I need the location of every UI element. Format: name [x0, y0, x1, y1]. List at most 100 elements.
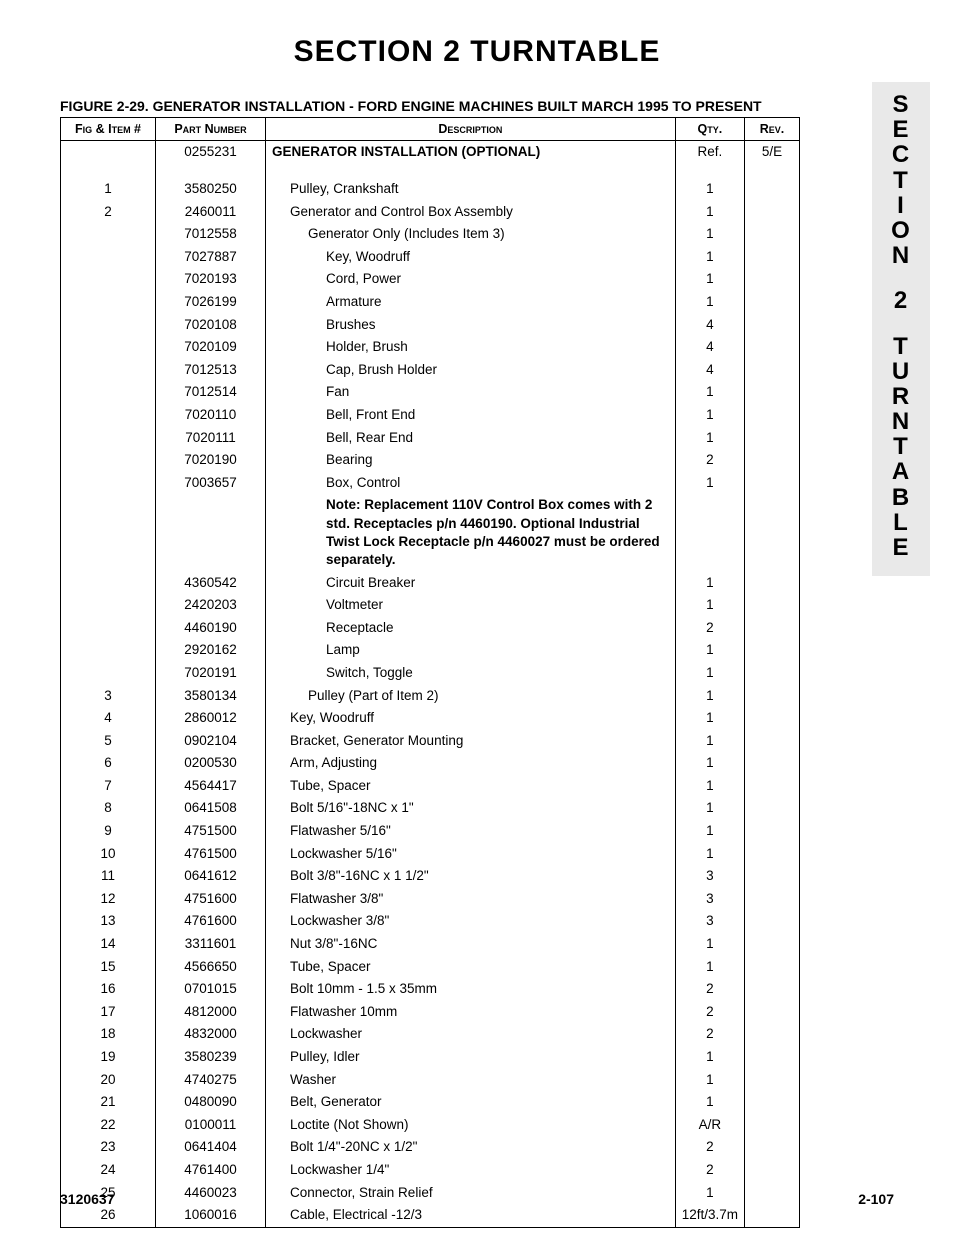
side-tab: SECTION 2 TURNTABLE: [872, 82, 930, 576]
table-cell: 5: [61, 730, 156, 753]
table-cell: 3580134: [156, 684, 266, 707]
table-row: 2920162Lamp1: [61, 639, 800, 662]
table-row: 13580250Pulley, Crankshaft1: [61, 178, 800, 201]
table-cell: Bolt 1/4"-20NC x 1/2": [266, 1136, 676, 1159]
table-cell: [745, 1023, 800, 1046]
table-cell: 7020193: [156, 268, 266, 291]
table-cell: 13: [61, 910, 156, 933]
table-cell: [745, 797, 800, 820]
table-cell: 1: [675, 775, 744, 798]
table-cell: [745, 865, 800, 888]
table-cell: 1: [675, 955, 744, 978]
table-cell: 7: [61, 775, 156, 798]
table-cell: 10: [61, 842, 156, 865]
table-row: 7020191Switch, Toggle1: [61, 662, 800, 685]
table-cell: Bolt 3/8"-16NC x 1 1/2": [266, 865, 676, 888]
table-cell: 1: [675, 404, 744, 427]
table-cell: Holder, Brush: [266, 336, 676, 359]
table-header-row: Fig & Item # Part Number Description Qty…: [61, 118, 800, 141]
table-cell: 3311601: [156, 933, 266, 956]
table-cell: [745, 336, 800, 359]
parts-table: Fig & Item # Part Number Description Qty…: [60, 117, 800, 1227]
table-row: 74564417Tube, Spacer1: [61, 775, 800, 798]
table-cell: 0902104: [156, 730, 266, 753]
table-cell: [61, 404, 156, 427]
table-cell: [61, 359, 156, 382]
table-cell: 2: [675, 1136, 744, 1159]
table-cell: Pulley, Crankshaft: [266, 178, 676, 201]
table-cell: Lamp: [266, 639, 676, 662]
table-cell: Voltmeter: [266, 594, 676, 617]
table-row: 110641612Bolt 3/8"-16NC x 1 1/2"3: [61, 865, 800, 888]
table-cell: Tube, Spacer: [266, 955, 676, 978]
page: SECTION 2 TURNTABLE FIGURE 2-29. GENERAT…: [0, 0, 954, 1235]
table-cell: [745, 426, 800, 449]
table-cell: Bearing: [266, 449, 676, 472]
table-cell: 7012514: [156, 381, 266, 404]
table-cell: [745, 820, 800, 843]
table-row: 210480090Belt, Generator1: [61, 1091, 800, 1114]
table-cell: [61, 594, 156, 617]
table-cell: 0641508: [156, 797, 266, 820]
content-row: FIGURE 2-29. GENERATOR INSTALLATION - FO…: [60, 97, 894, 1228]
table-cell: 4751600: [156, 888, 266, 911]
table-cell: 3: [675, 888, 744, 911]
table-cell: [745, 246, 800, 269]
table-row: 60200530Arm, Adjusting1: [61, 752, 800, 775]
table-cell: Armature: [266, 291, 676, 314]
table-cell: 3: [675, 865, 744, 888]
table-cell: Generator Only (Includes Item 3): [266, 223, 676, 246]
table-row: 7020108Brushes4: [61, 313, 800, 336]
table-cell: [745, 594, 800, 617]
table-cell: [745, 381, 800, 404]
table-cell: 2: [675, 1001, 744, 1024]
table-row: 7020109Holder, Brush4: [61, 336, 800, 359]
side-tab-word-1: SECTION: [872, 92, 930, 268]
table-row: 4460190Receptacle2: [61, 617, 800, 640]
table-row: 193580239Pulley, Idler1: [61, 1046, 800, 1069]
table-cell: 7020191: [156, 662, 266, 685]
table-cell: 1: [675, 1091, 744, 1114]
table-cell: [745, 707, 800, 730]
table-cell: 14: [61, 933, 156, 956]
table-row: 2420203Voltmeter1: [61, 594, 800, 617]
table-cell: 1: [675, 246, 744, 269]
table-cell: Circuit Breaker: [266, 571, 676, 594]
table-cell: Flatwasher 5/16": [266, 820, 676, 843]
table-row: 7012558Generator Only (Includes Item 3)1: [61, 223, 800, 246]
table-cell: Cord, Power: [266, 268, 676, 291]
table-cell: [61, 571, 156, 594]
table-row: 4360542Circuit Breaker1: [61, 571, 800, 594]
table-cell: 2920162: [156, 639, 266, 662]
table-cell: Nut 3/8"-16NC: [266, 933, 676, 956]
table-cell: [745, 842, 800, 865]
table-cell: 7003657: [156, 472, 266, 495]
table-cell: Flatwasher 3/8": [266, 888, 676, 911]
table-cell: 19: [61, 1046, 156, 1069]
table-cell: 1: [675, 662, 744, 685]
table-cell: Tube, Spacer: [266, 775, 676, 798]
table-cell: 5/E: [745, 141, 800, 164]
table-row: 174812000Flatwasher 10mm2: [61, 1001, 800, 1024]
table-cell: 9: [61, 820, 156, 843]
table-cell: Loctite (Not Shown): [266, 1114, 676, 1137]
table-cell: [745, 639, 800, 662]
table-cell: 2: [675, 1023, 744, 1046]
side-tab-word-2: 2: [872, 288, 930, 313]
table-cell: 12: [61, 888, 156, 911]
col-header-desc: Description: [266, 118, 676, 141]
table-cell: Bolt 10mm - 1.5 x 35mm: [266, 978, 676, 1001]
table-row: 80641508Bolt 5/16"-18NC x 1"1: [61, 797, 800, 820]
table-cell: 1: [675, 426, 744, 449]
table-cell: 1: [675, 730, 744, 753]
table-cell: 4761500: [156, 842, 266, 865]
table-cell: 1: [675, 291, 744, 314]
col-header-qty: Qty.: [675, 118, 744, 141]
table-cell: 7026199: [156, 291, 266, 314]
table-cell: Lockwasher: [266, 1023, 676, 1046]
table-cell: 1: [675, 472, 744, 495]
table-cell: 26: [61, 1204, 156, 1227]
table-cell: 1060016: [156, 1204, 266, 1227]
table-cell: 2420203: [156, 594, 266, 617]
table-cell: Washer: [266, 1068, 676, 1091]
